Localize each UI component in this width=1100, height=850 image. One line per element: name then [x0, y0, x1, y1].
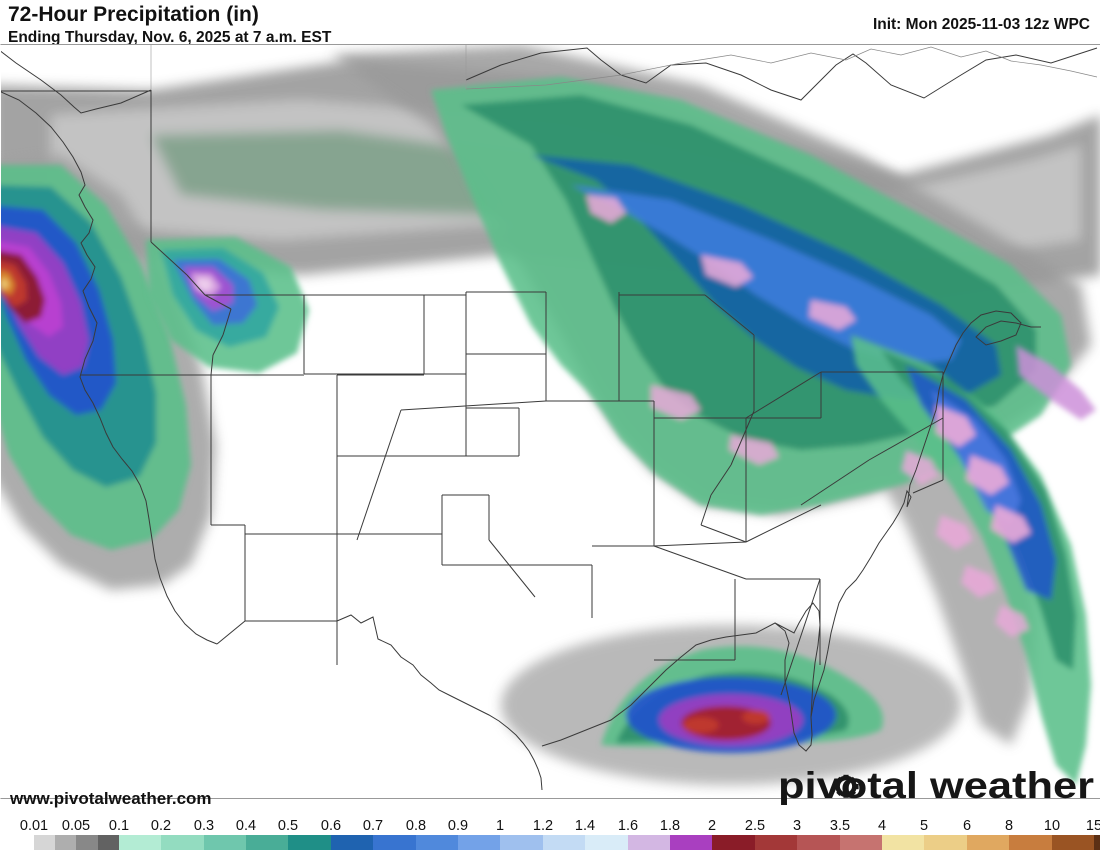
- svg-text:pivotal weather: pivotal weather: [778, 765, 1094, 805]
